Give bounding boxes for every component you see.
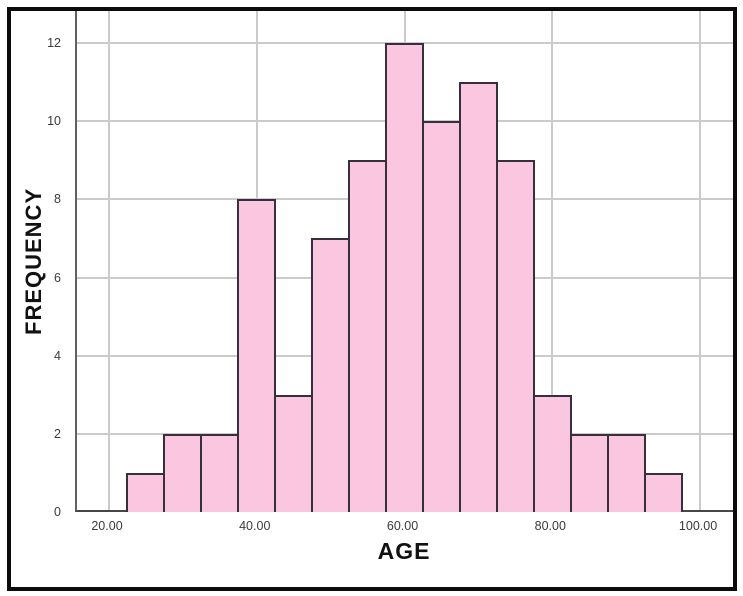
- vertical-gridline: [699, 11, 702, 510]
- histogram-bar: [643, 472, 683, 512]
- x-tick-label: 20.00: [91, 519, 123, 533]
- x-tick-label: 80.00: [534, 519, 566, 533]
- x-axis-title: AGE: [377, 538, 431, 564]
- histogram-bar: [126, 472, 166, 512]
- y-axis-tick-labels: 0 2 4 6 8 10 12: [11, 11, 69, 519]
- y-tick-label: 4: [54, 348, 61, 363]
- vertical-gridline: [551, 11, 554, 510]
- y-tick-label: 2: [54, 426, 61, 441]
- histogram-bar: [348, 160, 388, 512]
- x-axis-tick-labels: 20.00 40.00 60.00 80.00 100.00: [75, 518, 733, 535]
- histogram-bar: [532, 394, 572, 512]
- vertical-gridline: [107, 11, 110, 510]
- y-tick-label: 8: [54, 192, 61, 207]
- histogram-bar: [163, 433, 203, 512]
- x-tick-label: 40.00: [239, 519, 271, 533]
- y-tick-label: 0: [54, 505, 61, 519]
- y-tick-label: 12: [47, 36, 61, 51]
- histogram-bar: [311, 238, 351, 512]
- histogram-bar: [569, 433, 609, 512]
- histogram-bar: [274, 394, 314, 512]
- histogram-bar: [237, 199, 277, 512]
- histogram-bar: [495, 160, 535, 512]
- plot-area: [75, 11, 733, 512]
- x-tick-label: 60.00: [386, 519, 419, 533]
- histogram-bar: [200, 433, 240, 512]
- y-tick-label: 10: [47, 114, 61, 129]
- x-tick-label: 100.00: [678, 519, 718, 533]
- y-tick-label: 6: [54, 270, 61, 285]
- histogram-bar: [606, 433, 646, 512]
- chart-frame: FREQUENCY 0 2 4 6 8 10 12 20.00 40.00 60.00 80.00…: [7, 7, 737, 591]
- histogram-bar: [421, 121, 461, 512]
- histogram-bar: [385, 43, 424, 512]
- histogram-bar: [458, 82, 498, 512]
